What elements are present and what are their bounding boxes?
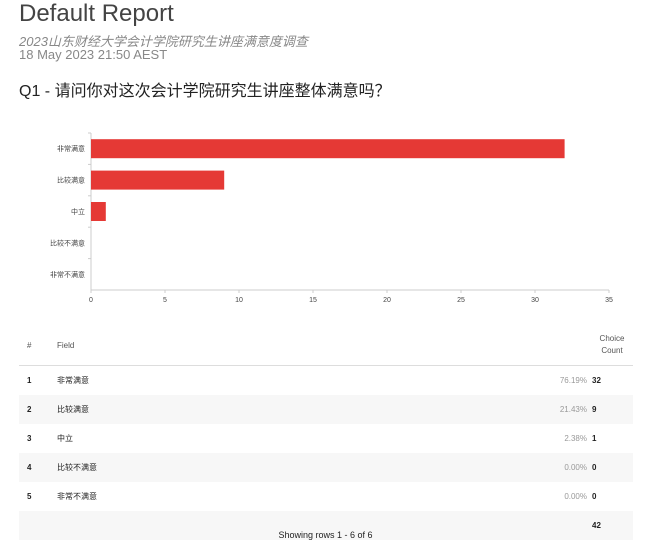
row-percent: 21.43% <box>359 395 591 424</box>
x-tick-label: 35 <box>605 297 613 304</box>
bar <box>91 202 106 221</box>
row-number: 3 <box>27 434 32 443</box>
row-field: 比较满意 <box>56 395 360 424</box>
question-title: Q1 - 请问你对这次会计学院研究生讲座整体满意吗？ <box>19 83 391 100</box>
category-label: 中立 <box>71 207 85 216</box>
table-row: 4 比较不满意 0.00% 0 <box>19 453 633 482</box>
choice-label: Choice <box>599 334 625 343</box>
row-count: 9 <box>591 395 633 424</box>
row-field: 非常满意 <box>57 376 89 385</box>
total-row: 42 <box>19 511 633 540</box>
x-tick-label: 30 <box>531 297 539 304</box>
pagination-status: Showing rows 1 - 6 of 6 <box>278 530 373 540</box>
col-choice-count: Choice Count <box>591 325 633 366</box>
report-title: Default Report <box>19 0 174 27</box>
category-label: 非常满意 <box>57 144 85 153</box>
table-row: 2 比较满意 21.43% 9 <box>19 395 633 424</box>
category-label: 比较满意 <box>57 176 85 185</box>
x-tick-label: 20 <box>383 297 391 304</box>
row-field: 中立 <box>57 434 73 443</box>
row-number: 2 <box>19 395 56 424</box>
bar <box>91 139 565 159</box>
row-count: 1 <box>592 434 597 443</box>
row-number: 4 <box>19 453 56 482</box>
x-tick-label: 0 <box>89 297 93 304</box>
category-label: 非常不满意 <box>50 270 85 279</box>
table-row: 5 非常不满意 0.00% 0 <box>19 482 633 511</box>
count-label: Count <box>601 346 623 355</box>
row-field: 非常不满意 <box>57 492 97 501</box>
table-row: 3 中立 2.38% 1 <box>19 424 633 453</box>
row-count: 0 <box>592 492 597 501</box>
x-tick-label: 5 <box>163 297 167 304</box>
results-table: # Field Choice Count 1 非常满意 76.19% 32 2 比较满意 21… <box>19 325 633 540</box>
bar <box>91 170 225 190</box>
table-row: 1 非常满意 76.19% 32 <box>19 366 633 396</box>
row-number: 5 <box>27 492 32 501</box>
total-count: 42 <box>591 511 633 540</box>
x-tick-label: 25 <box>457 297 465 304</box>
row-count: 0 <box>591 453 633 482</box>
x-tick-label: 15 <box>309 297 317 304</box>
col-num: # <box>19 325 56 366</box>
row-field: 比较不满意 <box>56 453 360 482</box>
row-number: 1 <box>27 376 32 385</box>
row-percent: 0.00% <box>359 453 591 482</box>
x-tick-label: 10 <box>235 297 243 304</box>
survey-name: 2023山东财经大学会计学院研究生讲座满意度调查 <box>19 34 308 49</box>
col-spacer <box>359 325 591 366</box>
category-label: 比较不满意 <box>50 238 85 247</box>
row-percent: 0.00% <box>564 492 587 501</box>
row-percent: 2.38% <box>564 434 587 443</box>
report-date: 18 May 2023 21:50 AEST <box>19 47 168 62</box>
row-count: 32 <box>592 376 601 385</box>
row-percent: 76.19% <box>559 376 587 385</box>
col-field: Field <box>56 325 360 366</box>
